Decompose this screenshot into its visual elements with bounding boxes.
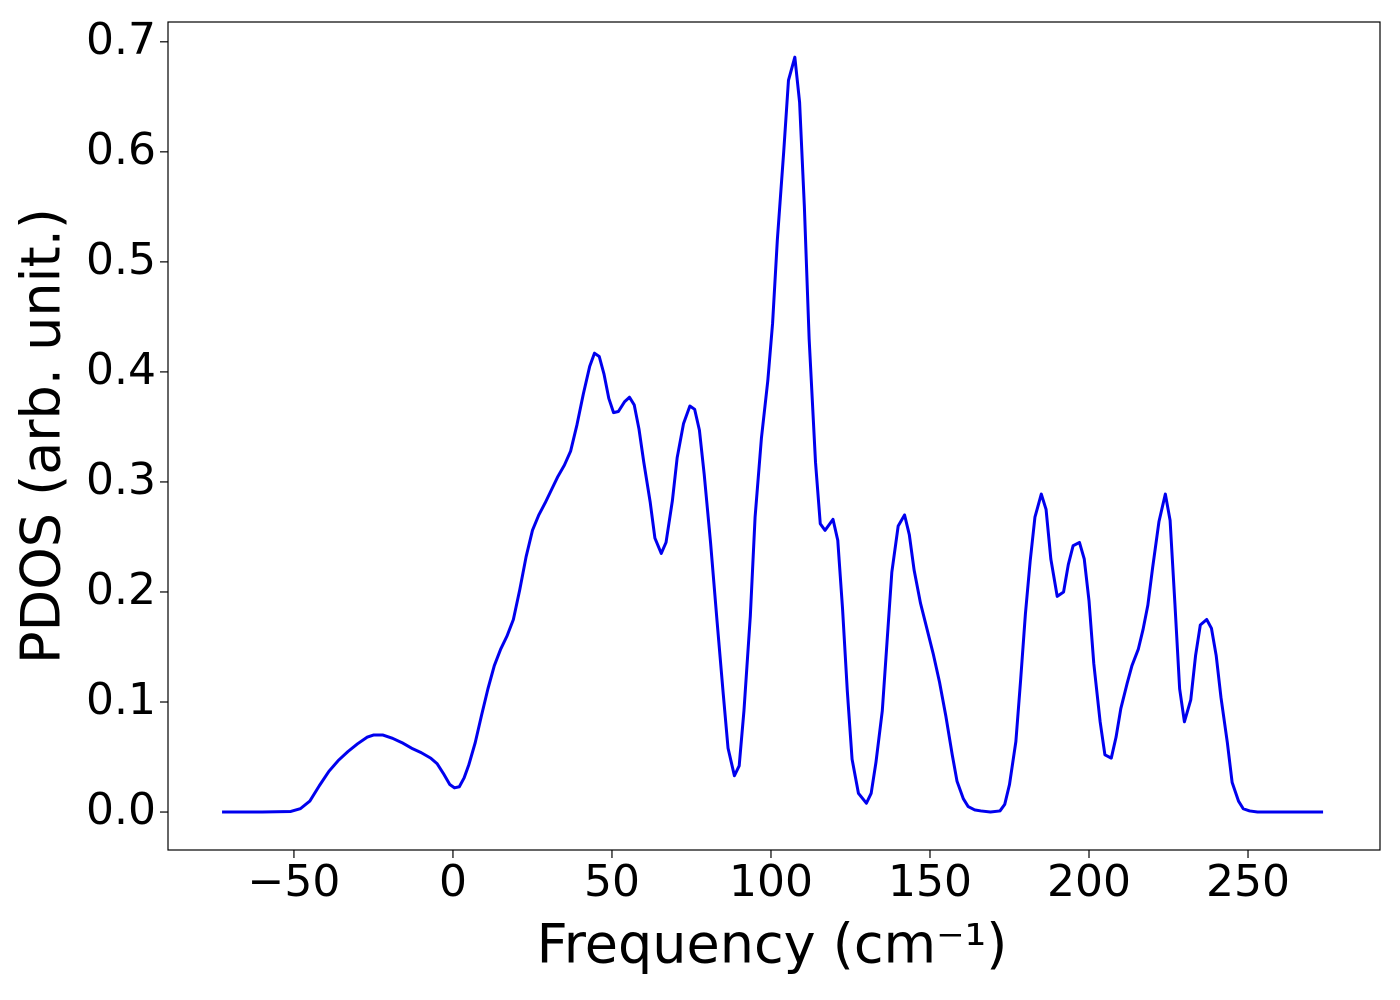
- x-tick-label: 50: [584, 856, 640, 907]
- x-tick-label: −50: [248, 856, 341, 907]
- y-tick-label: 0.1: [86, 674, 156, 725]
- y-tick-label: 0.7: [86, 14, 156, 65]
- x-tick-label: 150: [888, 856, 972, 907]
- y-tick-label: 0.4: [86, 344, 156, 395]
- y-tick-label: 0.0: [86, 784, 156, 835]
- x-axis-label: Frequency (cm⁻¹): [537, 913, 1008, 976]
- x-tick-label: 250: [1206, 856, 1290, 907]
- y-tick-label: 0.5: [86, 234, 156, 285]
- y-tick-label: 0.2: [86, 564, 156, 615]
- x-tick-label: 0: [439, 856, 467, 907]
- x-tick-label: 200: [1047, 856, 1131, 907]
- plot-frame: [167, 21, 1381, 851]
- pdos-line: [222, 55, 1324, 814]
- y-tick-label: 0.6: [86, 124, 156, 175]
- y-tick-label: 0.3: [86, 454, 156, 505]
- x-tick-label: 100: [729, 856, 813, 907]
- y-axis-label: PDOS (arb. unit.): [10, 208, 73, 664]
